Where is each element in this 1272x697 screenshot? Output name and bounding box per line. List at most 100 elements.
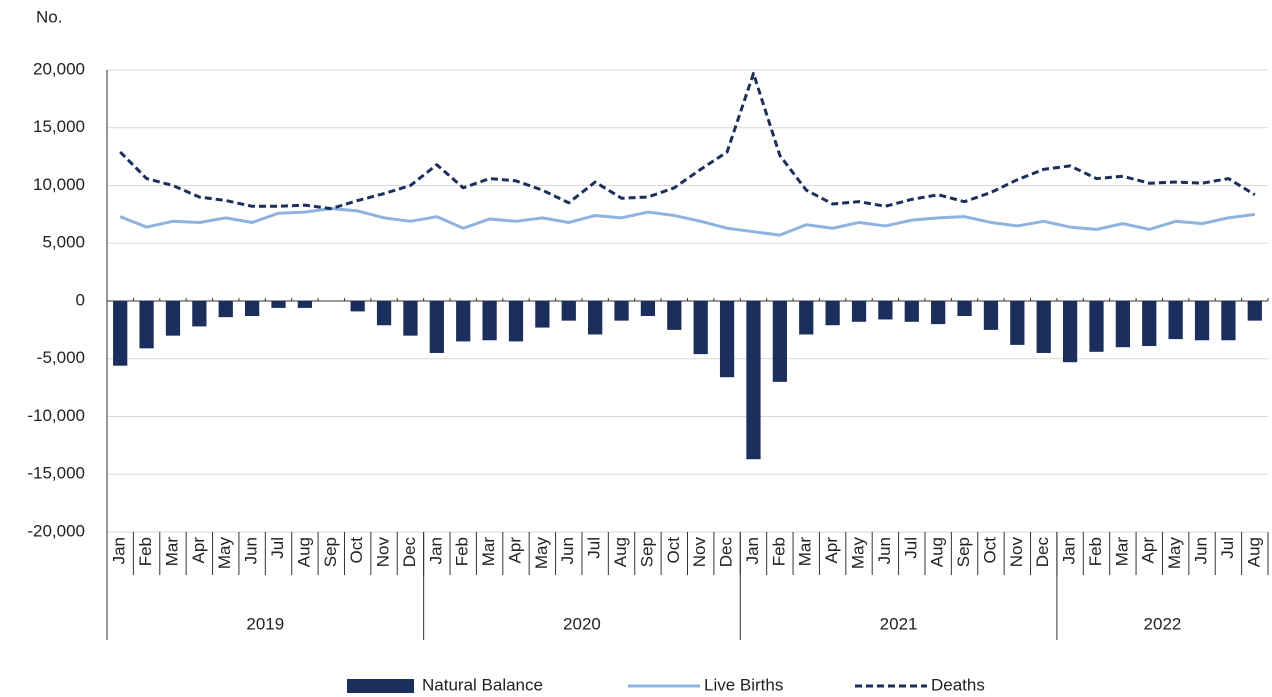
- bar: [1089, 301, 1104, 352]
- x-tick-label: Jan: [426, 537, 445, 564]
- x-tick-label: Apr: [189, 537, 208, 564]
- y-tick-label: 15,000: [33, 117, 85, 136]
- bar: [297, 301, 313, 308]
- bar: [376, 301, 392, 326]
- x-tick-label: Jul: [901, 537, 920, 559]
- bar: [588, 301, 603, 335]
- x-group-label: 2020: [563, 614, 601, 633]
- y-tick-label: 10,000: [33, 175, 85, 194]
- x-tick-label: Jan: [743, 537, 762, 564]
- bar: [931, 301, 946, 325]
- x-tick-label: Apr: [822, 537, 841, 564]
- bar: [456, 301, 471, 342]
- bar: [640, 301, 656, 317]
- bar: [957, 301, 972, 317]
- bar: [667, 301, 682, 330]
- bar: [1194, 301, 1210, 341]
- x-tick-label: Jan: [110, 537, 129, 564]
- x-tick-label: May: [848, 537, 867, 570]
- bar: [983, 301, 999, 330]
- x-tick-label: Sep: [321, 537, 340, 567]
- x-tick-label: Dec: [1033, 537, 1052, 568]
- x-tick-label: Oct: [347, 537, 366, 564]
- bar: [851, 301, 867, 322]
- x-tick-label: Aug: [1244, 537, 1263, 567]
- x-tick-label: Jul: [268, 537, 287, 559]
- bar: [799, 301, 814, 335]
- bar: [245, 301, 260, 317]
- bar: [1247, 301, 1262, 321]
- x-tick-label: Feb: [769, 537, 788, 566]
- x-tick-label: Oct: [664, 537, 683, 564]
- bar: [1010, 301, 1025, 345]
- bar: [719, 301, 735, 378]
- y-tick-label: -20,000: [27, 521, 85, 540]
- x-tick-label: Feb: [136, 537, 155, 566]
- y-tick-label: -5,000: [37, 348, 85, 367]
- x-tick-label: Aug: [611, 537, 630, 567]
- x-tick-label: Dec: [717, 537, 736, 568]
- x-group-label: 2021: [880, 614, 918, 633]
- y-tick-label: 20,000: [33, 59, 85, 78]
- bar: [218, 301, 233, 318]
- bar: [1221, 301, 1236, 341]
- line: [119, 207, 1256, 237]
- x-tick-label: Aug: [294, 537, 313, 567]
- x-tick-label: Mar: [162, 537, 181, 567]
- y-tick-label: -15,000: [27, 464, 85, 483]
- x-tick-label: Sep: [637, 537, 656, 567]
- bar: [1062, 301, 1078, 363]
- bar: [271, 301, 286, 308]
- x-tick-label: Feb: [453, 537, 472, 566]
- x-tick-label: Dec: [400, 537, 419, 568]
- x-tick-label: Nov: [1007, 537, 1026, 568]
- bar: [1036, 301, 1051, 353]
- x-group-label: 2019: [246, 614, 284, 633]
- bar: [693, 301, 708, 355]
- x-group-label: 2022: [1144, 614, 1182, 633]
- legend-label: Deaths: [931, 675, 985, 694]
- x-tick-label: Apr: [505, 537, 524, 564]
- x-tick-label: May: [215, 537, 234, 570]
- bar: [1142, 301, 1157, 347]
- x-tick-label: Jun: [1192, 537, 1211, 564]
- x-tick-label: Jun: [875, 537, 894, 564]
- x-tick-label: May: [532, 537, 551, 570]
- y-tick-label: 5,000: [42, 233, 85, 252]
- bar: [1115, 301, 1130, 348]
- y-axis-label: No.: [36, 7, 62, 26]
- x-tick-label: Mar: [1112, 537, 1131, 567]
- bar: [350, 301, 365, 312]
- bar: [192, 301, 207, 327]
- bar: [482, 301, 497, 341]
- bar: [429, 301, 444, 353]
- x-tick-label: Mar: [479, 537, 498, 567]
- bar: [508, 301, 524, 342]
- bar: [878, 301, 893, 320]
- bar: [904, 301, 919, 322]
- bar: [535, 301, 550, 328]
- x-tick-label: Jun: [242, 537, 261, 564]
- bar: [403, 301, 418, 336]
- x-tick-label: Mar: [796, 537, 815, 567]
- x-tick-label: Sep: [954, 537, 973, 567]
- bar: [614, 301, 629, 321]
- legend-label: Natural Balance: [422, 675, 543, 694]
- x-tick-label: Feb: [1086, 537, 1105, 566]
- bar: [772, 301, 787, 382]
- x-tick-label: Aug: [928, 537, 947, 567]
- line: [119, 71, 1256, 211]
- bar: [139, 301, 154, 349]
- x-tick-label: Jun: [558, 537, 577, 564]
- x-tick-label: Apr: [1139, 537, 1158, 564]
- x-tick-label: Jul: [1218, 537, 1237, 559]
- bar: [746, 301, 761, 460]
- bar: [825, 301, 840, 326]
- bar: [1168, 301, 1183, 340]
- x-tick-label: Nov: [374, 537, 393, 568]
- x-tick-label: Jan: [1060, 537, 1079, 564]
- bar: [561, 301, 576, 321]
- bar: [165, 301, 181, 336]
- y-tick-label: -10,000: [27, 406, 85, 425]
